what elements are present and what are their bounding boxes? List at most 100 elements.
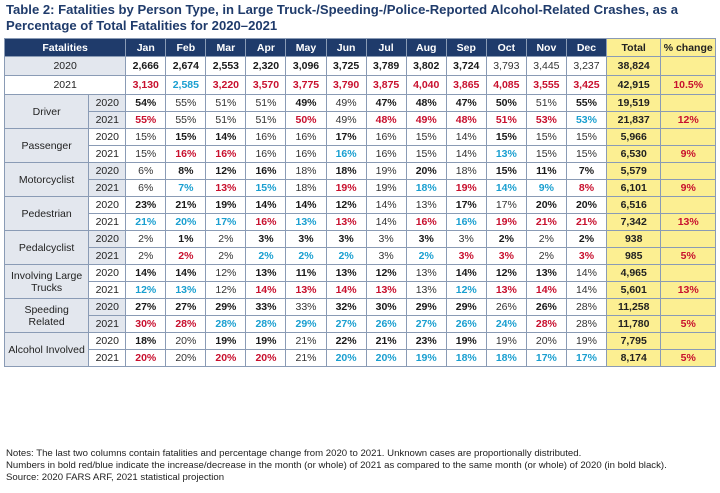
month-cell: 21% — [365, 332, 407, 350]
total-cell: 5,601 — [605, 281, 662, 299]
year-cell: 2020 — [88, 264, 127, 282]
month-cell: 28% — [245, 315, 287, 333]
month-cell: 15% — [485, 162, 527, 180]
table-row: Passenger 2020 15% 15% 14% 16% 16% 17% 16% 15% 14%… — [3, 128, 716, 163]
month-cell: 2% — [205, 230, 247, 248]
month-cell: 19% — [485, 213, 527, 231]
month-cell: 2% — [245, 247, 287, 265]
month-cell: 20% — [245, 349, 287, 367]
month-cell: 15% — [165, 128, 207, 146]
month-cell: 6% — [125, 162, 167, 180]
month-cell: 3% — [325, 230, 367, 248]
month-cell: 28% — [565, 315, 607, 333]
month-cell: 2% — [125, 247, 167, 265]
month-cell: 27% — [165, 298, 207, 316]
month-cell: 19% — [365, 179, 407, 197]
month-cell: 14% — [285, 196, 327, 214]
month-cell: 28% — [165, 315, 207, 333]
month-cell: 8% — [565, 179, 607, 197]
year-cell: 2021 — [88, 281, 127, 299]
month-cell: 14% — [565, 264, 607, 282]
percent-change-cell: 13% — [660, 281, 716, 299]
month-cell: 20% — [165, 213, 207, 231]
fatalities-table: Fatalities Jan Feb Mar Apr May Jun Jul A… — [3, 38, 716, 367]
month-cell: 13% — [285, 281, 327, 299]
month-cell: 7% — [565, 162, 607, 180]
table-title: Table 2: Fatalities by Person Type, in L… — [6, 2, 679, 33]
table-row: 2021 30% 28% 28% 28% 29% 27% 26% 27% 26% 24% 28% 28%… — [5, 315, 716, 333]
col-header-jan: Jan — [125, 38, 167, 57]
total-cell: 7,342 — [605, 213, 662, 231]
month-cell: 49% — [325, 111, 367, 129]
table-row: 2021 20% 20% 20% 20% 21% 20% 20% 19% 18% 18% 17% 17%… — [5, 349, 716, 367]
month-cell: 4,085 — [485, 75, 527, 95]
year-cell: 2020 — [88, 230, 127, 248]
table-notes: Notes: The last two columns contain fata… — [6, 448, 718, 485]
percent-change-cell — [660, 264, 716, 282]
month-cell: 17% — [205, 213, 247, 231]
row-group-label: 2021 — [3, 75, 127, 95]
month-cell: 2% — [205, 247, 247, 265]
month-cell: 2% — [525, 247, 567, 265]
month-cell: 14% — [365, 196, 407, 214]
month-cell: 47% — [365, 94, 407, 112]
total-cell: 6,530 — [605, 145, 662, 163]
month-cell: 48% — [445, 111, 487, 129]
table-row: 2021 6% 7% 13% 15% 18% 19% 19% 18% 19% 14% 9% 8% 6,10… — [5, 179, 716, 197]
month-cell: 33% — [245, 298, 287, 316]
month-cell: 47% — [445, 94, 487, 112]
header-row: Fatalities Jan Feb Mar Apr May Jun Jul A… — [3, 38, 716, 57]
month-cell: 3,789 — [365, 56, 407, 76]
month-cell: 3,555 — [525, 75, 567, 95]
month-cell: 2% — [165, 247, 207, 265]
month-cell: 18% — [405, 179, 447, 197]
month-cell: 30% — [365, 298, 407, 316]
row-group-label: Pedalcyclist — [3, 230, 90, 265]
month-cell: 14% — [445, 128, 487, 146]
month-cell: 3% — [285, 230, 327, 248]
col-header-total: Total — [605, 38, 662, 57]
percent-change-cell: 10.5% — [660, 75, 716, 95]
month-cell: 15% — [485, 128, 527, 146]
month-cell: 16% — [285, 145, 327, 163]
month-cell: 27% — [125, 298, 167, 316]
month-cell: 29% — [285, 315, 327, 333]
month-cell: 12% — [205, 264, 247, 282]
month-cell: 16% — [245, 145, 287, 163]
percent-change-cell — [660, 196, 716, 214]
table-row: Motorcyclist 2020 6% 8% 12% 16% 18% 18% 19% 20% 18… — [3, 162, 716, 197]
table-row: Alcohol Involved 2020 18% 20% 19% 19% 21% 22% 21… — [3, 332, 716, 367]
month-cell: 28% — [525, 315, 567, 333]
month-cell: 12% — [205, 281, 247, 299]
month-cell: 49% — [405, 111, 447, 129]
month-cell: 18% — [125, 332, 167, 350]
month-cell: 14% — [485, 179, 527, 197]
month-cell: 20% — [525, 332, 567, 350]
percent-change-cell — [660, 94, 716, 112]
month-cell: 15% — [525, 128, 567, 146]
month-cell: 26% — [485, 298, 527, 316]
month-cell: 4,040 — [405, 75, 447, 95]
month-cell: 19% — [445, 179, 487, 197]
month-cell: 2% — [525, 230, 567, 248]
month-cell: 29% — [445, 298, 487, 316]
month-cell: 20% — [525, 196, 567, 214]
col-header-fatalities: Fatalities — [3, 38, 127, 57]
col-header-nov: Nov — [525, 38, 567, 57]
year-cell: 2020 — [88, 196, 127, 214]
table-row: Pedalcyclist 2020 2% 1% 2% 3% 3% 3% 3% 3% 3% 2% 2% 2%… — [3, 230, 716, 265]
col-header-oct: Oct — [485, 38, 527, 57]
month-cell: 2% — [125, 230, 167, 248]
month-cell: 20% — [325, 349, 367, 367]
month-cell: 15% — [565, 145, 607, 163]
total-cell: 38,824 — [605, 56, 662, 76]
month-cell: 3,096 — [285, 56, 327, 76]
percent-change-cell: 13% — [660, 213, 716, 231]
month-cell: 18% — [445, 349, 487, 367]
col-header-jun: Jun — [325, 38, 367, 57]
month-cell: 20% — [165, 349, 207, 367]
percent-change-cell: 9% — [660, 145, 716, 163]
month-cell: 3,237 — [565, 56, 607, 76]
table-row: 2021 15% 16% 16% 16% 16% 16% 16% 15% 14% 13% 15% 15%… — [5, 145, 716, 163]
month-cell: 19% — [205, 196, 247, 214]
